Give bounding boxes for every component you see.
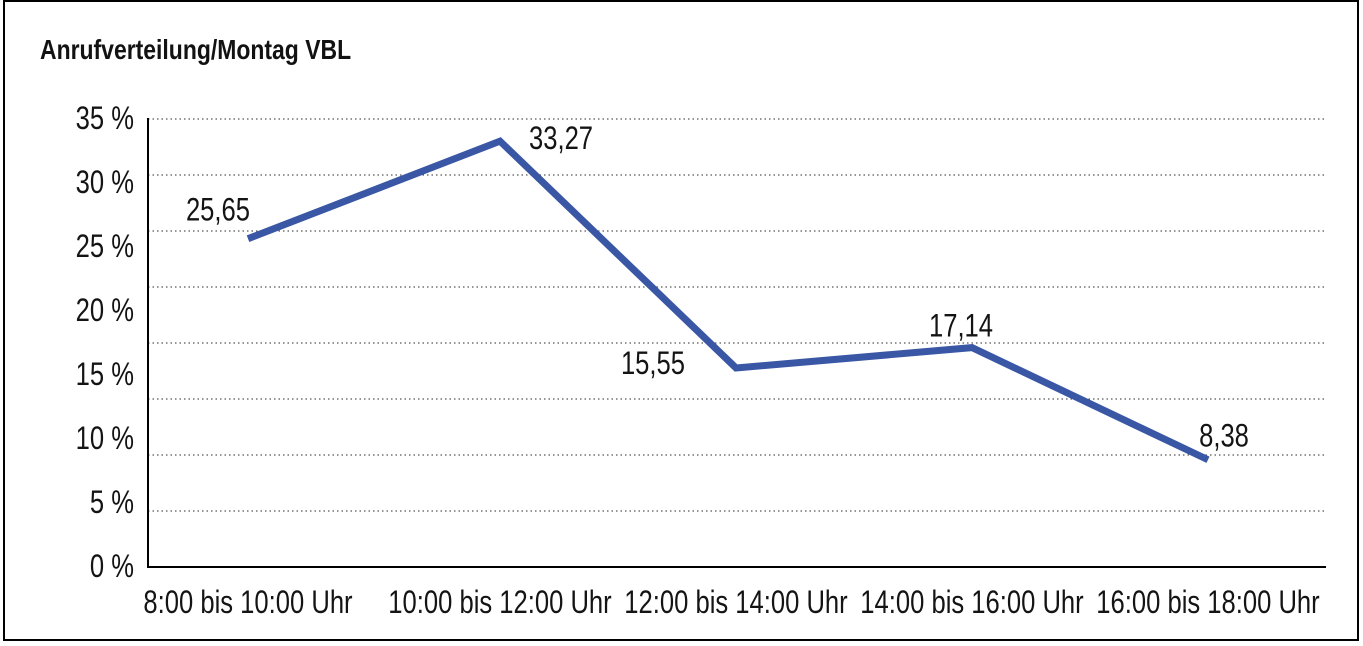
x-tick-label: 10:00 bis 12:00 Uhr: [388, 585, 612, 620]
y-axis-labels: 35 % 30 % 25 % 20 % 15 % 10 % 5 % 0 %: [76, 101, 134, 584]
data-point-label: 15,55: [621, 346, 685, 381]
chart-frame: Anrufverteilung/Montag VBL 35 % 30 % 25 % 2…: [3, 0, 1359, 641]
chart-title: Anrufverteilung/Montag VBL: [40, 35, 351, 66]
y-tick-label: 5 %: [90, 485, 134, 520]
data-series: [246, 137, 1210, 463]
y-tick-label: 20 %: [76, 293, 134, 328]
gridlines: [148, 118, 1326, 512]
x-tick-label: 12:00 bis 14:00 Uhr: [624, 585, 848, 620]
data-point-labels: 25,65 33,27 15,55 17,14 8,38: [186, 122, 1249, 455]
x-tick-label: 8:00 bis 10:00 Uhr: [143, 585, 352, 620]
data-point-label: 25,65: [186, 193, 250, 228]
x-axis-labels: 8:00 bis 10:00 Uhr 10:00 bis 12:00 Uhr 12:…: [143, 585, 1320, 620]
y-tick-label: 0 %: [90, 549, 134, 584]
data-line: [246, 137, 1210, 463]
axes: [147, 118, 1326, 568]
x-tick-label: 14:00 bis 16:00 Uhr: [860, 585, 1084, 620]
y-tick-label: 15 %: [76, 357, 134, 392]
y-tick-label: 35 %: [76, 101, 134, 136]
y-tick-label: 25 %: [76, 229, 134, 264]
y-tick-label: 30 %: [76, 165, 134, 200]
data-point-label: 33,27: [529, 122, 593, 157]
data-point-label: 8,38: [1199, 419, 1249, 454]
y-tick-label: 10 %: [76, 421, 134, 456]
line-chart: Anrufverteilung/Montag VBL 35 % 30 % 25 % 2…: [40, 35, 1326, 621]
x-tick-label: 16:00 bis 18:00 Uhr: [1096, 585, 1320, 620]
data-point-label: 17,14: [929, 309, 993, 344]
